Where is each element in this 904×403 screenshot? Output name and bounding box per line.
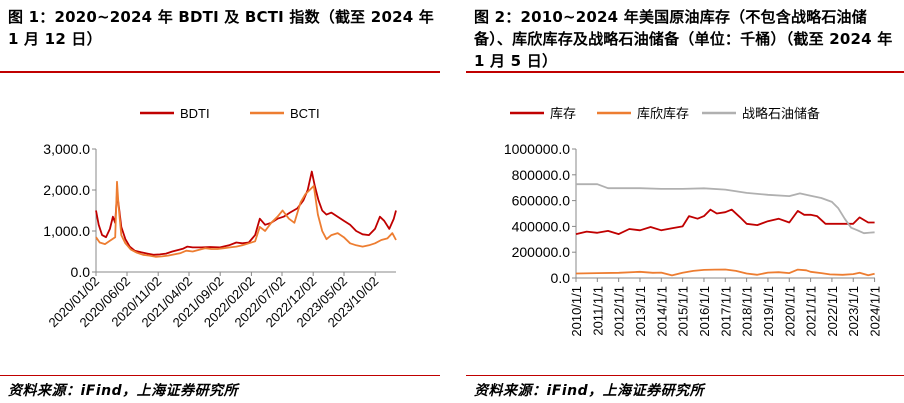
legend-label: 战略石油储备 — [742, 106, 820, 121]
y-tick-label: 0.0 — [71, 264, 91, 280]
x-tick-label: 2021/1/1 — [804, 286, 819, 337]
series-line-bdti — [95, 170, 397, 256]
x-tick-label: 2014/1/1 — [654, 286, 669, 337]
x-tick-label: 2018/1/1 — [740, 286, 755, 337]
legend-label: BDTI — [180, 106, 210, 121]
series-line-1 — [575, 268, 875, 277]
x-tick-label: 2016/1/1 — [697, 286, 712, 337]
y-tick-label: 3,000.0 — [43, 141, 90, 157]
y-tick-label: 2,000.0 — [43, 182, 90, 198]
x-tick-label: 2023/1/1 — [846, 286, 861, 337]
series-line-0 — [575, 208, 875, 235]
x-tick-label: 2013/1/1 — [633, 286, 648, 337]
source-divider — [0, 375, 440, 376]
legend-label: 库欣库存 — [637, 106, 689, 121]
source-divider — [466, 375, 904, 376]
x-tick-label: 2015/1/1 — [676, 286, 691, 337]
y-tick-label: 400000.0 — [512, 218, 571, 234]
legend-label: BCTI — [290, 106, 320, 121]
x-tick-label: 2010/1/1 — [569, 286, 584, 337]
series-line-bcti — [95, 180, 397, 258]
caption-divider — [0, 71, 440, 73]
y-tick-label: 1000000.0 — [504, 141, 570, 157]
figure-1-caption: 图 1：2020~2024 年 BDTI 及 BCTI 指数（截至 2024 年… — [8, 8, 434, 48]
x-tick-label: 2022/1/1 — [825, 286, 840, 337]
x-tick-label: 2020/1/1 — [782, 286, 797, 337]
figure-2-caption: 图 2：2010~2024 年美国原油库存（不包含战略石油储备）、库欣库存及战略… — [474, 8, 893, 70]
y-tick-label: 600000.0 — [512, 193, 571, 209]
figure-2-source: 资料来源：iFind，上海证券研究所 — [474, 383, 705, 399]
series-line-2 — [576, 183, 875, 235]
caption-divider — [466, 71, 904, 73]
y-tick-label: 1,000.0 — [43, 223, 90, 239]
us-crude-inventory-chart: 0.0 200000.0 400000.0 600000.0 800000.0 10000… — [504, 106, 883, 337]
legend-label: 库存 — [550, 106, 576, 121]
x-tick-label: 2011/1/1 — [590, 286, 605, 336]
bdti-bcti-chart: 0.01,000.02,000.03,000.02020/01/022020/0… — [43, 106, 397, 330]
figure-1-source: 资料来源：iFind，上海证券研究所 — [8, 383, 239, 399]
x-tick-label: 2019/1/1 — [761, 286, 776, 337]
y-tick-label: 800000.0 — [512, 167, 571, 183]
x-tick-label: 2012/1/1 — [612, 286, 627, 337]
y-tick-label: 0.0 — [551, 270, 571, 286]
y-tick-label: 200000.0 — [512, 244, 571, 260]
figure-panel-2: 图 2：2010~2024 年美国原油库存（不包含战略石油储备）、库欣库存及战略… — [466, 0, 904, 403]
x-tick-label: 2024/1/1 — [868, 286, 883, 337]
figure-panel-1: 图 1：2020~2024 年 BDTI 及 BCTI 指数（截至 2024 年… — [0, 0, 440, 403]
x-tick-label: 2017/1/1 — [718, 286, 733, 337]
